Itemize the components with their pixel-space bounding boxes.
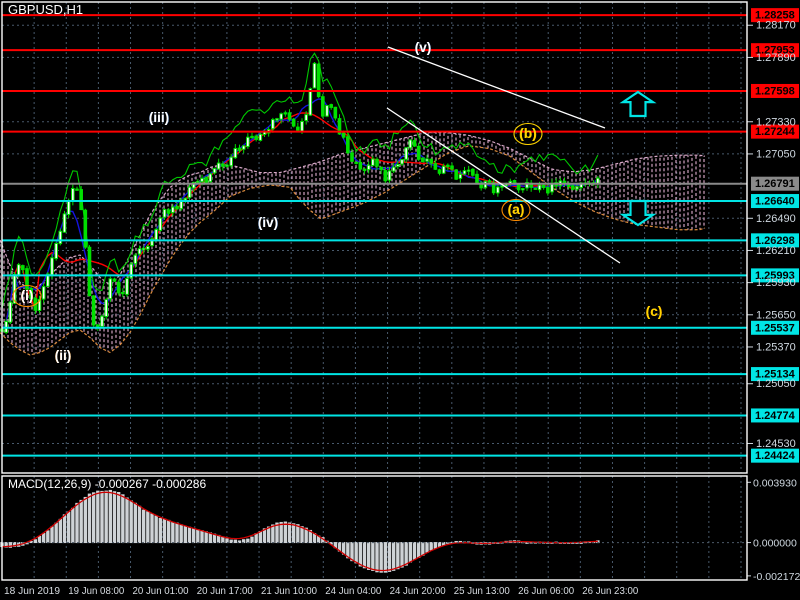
- svg-text:1.27890: 1.27890: [756, 52, 796, 64]
- svg-text:1.25370: 1.25370: [756, 341, 796, 353]
- svg-text:26 Jun 23:00: 26 Jun 23:00: [582, 586, 638, 597]
- svg-text:(ii): (ii): [55, 348, 72, 363]
- svg-text:24 Jun 20:00: 24 Jun 20:00: [390, 586, 446, 597]
- svg-text:1.27050: 1.27050: [756, 148, 796, 160]
- svg-text:1.24530: 1.24530: [756, 438, 796, 450]
- svg-text:21 Jun 10:00: 21 Jun 10:00: [261, 586, 317, 597]
- svg-text:(iii): (iii): [149, 110, 169, 125]
- svg-text:1.26640: 1.26640: [755, 196, 795, 208]
- svg-text:1.26490: 1.26490: [756, 213, 796, 225]
- svg-text:19 Jun 08:00: 19 Jun 08:00: [68, 586, 124, 597]
- svg-text:(i): (i): [21, 288, 34, 303]
- svg-text:20 Jun 17:00: 20 Jun 17:00: [197, 586, 253, 597]
- svg-text:20 Jun 01:00: 20 Jun 01:00: [133, 586, 189, 597]
- svg-text:1.26210: 1.26210: [756, 245, 796, 257]
- svg-text:GBPUSD,H1: GBPUSD,H1: [8, 2, 83, 17]
- svg-text:26 Jun 06:00: 26 Jun 06:00: [518, 586, 574, 597]
- svg-text:(iv): (iv): [258, 215, 278, 230]
- svg-text:1.24424: 1.24424: [755, 450, 796, 462]
- svg-text:1.26791: 1.26791: [755, 178, 795, 190]
- svg-text:1.25537: 1.25537: [755, 322, 795, 334]
- svg-text:-0.002172: -0.002172: [753, 571, 800, 583]
- svg-text:18 Jun 2019: 18 Jun 2019: [4, 586, 60, 597]
- svg-text:1.25930: 1.25930: [756, 277, 796, 289]
- svg-text:0.000000: 0.000000: [753, 538, 797, 550]
- svg-text:(v): (v): [415, 40, 432, 55]
- svg-text:1.27598: 1.27598: [755, 85, 795, 97]
- svg-text:1.27330: 1.27330: [756, 116, 796, 128]
- svg-text:1.24774: 1.24774: [755, 410, 796, 422]
- svg-text:(a): (a): [508, 202, 525, 217]
- svg-text:(c): (c): [646, 304, 663, 319]
- svg-text:0.003930: 0.003930: [753, 477, 797, 489]
- svg-text:24 Jun 04:00: 24 Jun 04:00: [325, 586, 381, 597]
- svg-text:MACD(12,26,9) -0.000267 -0.000: MACD(12,26,9) -0.000267 -0.000286: [8, 477, 206, 491]
- svg-text:25 Jun 13:00: 25 Jun 13:00: [454, 586, 510, 597]
- svg-text:(b): (b): [519, 126, 536, 141]
- svg-text:1.25050: 1.25050: [756, 378, 796, 390]
- svg-text:1.25650: 1.25650: [756, 309, 796, 321]
- svg-text:1.28170: 1.28170: [756, 20, 796, 32]
